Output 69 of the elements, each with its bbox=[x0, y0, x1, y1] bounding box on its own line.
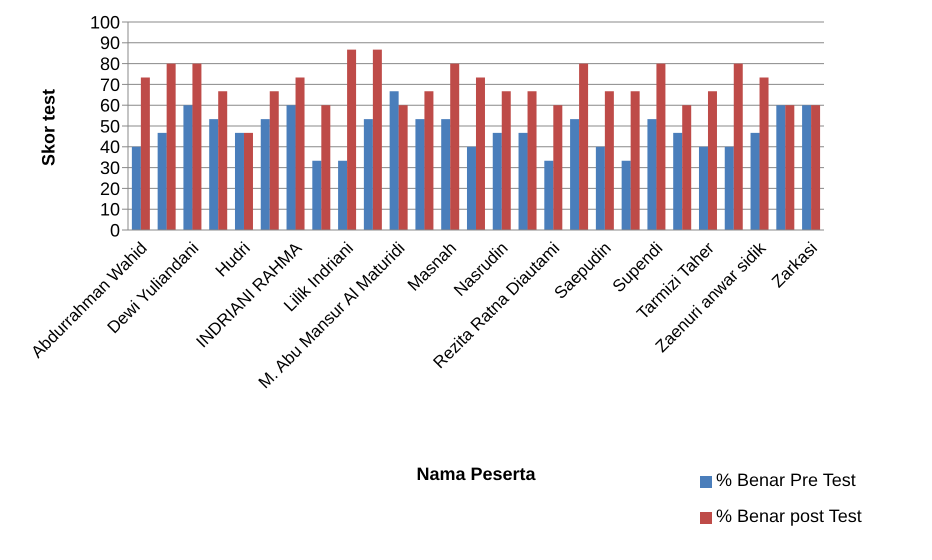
y-tick-label: 60 bbox=[100, 96, 120, 116]
bar bbox=[338, 160, 348, 230]
bar bbox=[183, 105, 192, 230]
bar bbox=[579, 64, 588, 230]
bar bbox=[622, 160, 631, 230]
bar bbox=[192, 64, 202, 230]
y-axis-title: Skor test bbox=[38, 88, 58, 166]
bar bbox=[785, 105, 794, 230]
bar bbox=[708, 91, 717, 230]
bar bbox=[604, 91, 614, 230]
bar bbox=[166, 64, 176, 230]
bar bbox=[132, 146, 141, 230]
bar bbox=[553, 105, 562, 230]
bar bbox=[656, 64, 666, 230]
bar bbox=[698, 146, 708, 230]
y-tick-label: 10 bbox=[100, 200, 120, 220]
bar bbox=[682, 105, 692, 230]
bar bbox=[476, 78, 485, 230]
bar bbox=[286, 105, 296, 230]
bar bbox=[734, 64, 743, 230]
bar bbox=[776, 105, 786, 230]
bar bbox=[390, 91, 399, 230]
bar bbox=[811, 105, 820, 230]
bar bbox=[750, 132, 760, 230]
bar bbox=[415, 119, 424, 230]
y-tick-label: 30 bbox=[100, 158, 120, 178]
bar bbox=[424, 91, 434, 230]
bar bbox=[270, 91, 279, 230]
bar bbox=[296, 78, 305, 230]
bar bbox=[234, 132, 244, 230]
bar bbox=[312, 160, 322, 230]
bar bbox=[209, 119, 218, 230]
y-tick-label: 20 bbox=[100, 178, 120, 199]
bar bbox=[528, 91, 537, 230]
bar bbox=[347, 50, 356, 230]
y-tick-label: 80 bbox=[100, 54, 120, 74]
bar bbox=[218, 91, 228, 230]
bar bbox=[760, 78, 769, 230]
bar bbox=[372, 50, 382, 230]
legend-label: % Benar post Test bbox=[716, 506, 862, 526]
y-tick-label: 90 bbox=[100, 33, 120, 54]
bar bbox=[630, 91, 640, 230]
y-tick-label: 100 bbox=[90, 12, 120, 32]
x-axis-title: Nama Peserta bbox=[416, 464, 537, 484]
bar bbox=[502, 91, 511, 230]
bar bbox=[518, 132, 528, 230]
bar bbox=[724, 146, 734, 230]
bar bbox=[492, 132, 502, 230]
bar bbox=[364, 119, 373, 230]
bar bbox=[450, 64, 460, 230]
legend-label: % Benar Pre Test bbox=[716, 470, 856, 490]
bar bbox=[647, 119, 656, 230]
bar bbox=[260, 119, 270, 230]
bar bbox=[140, 78, 150, 230]
bar bbox=[158, 132, 167, 230]
bar bbox=[441, 119, 450, 230]
y-tick-label: 50 bbox=[100, 116, 120, 136]
bar bbox=[596, 146, 605, 230]
bar bbox=[321, 105, 330, 230]
bar bbox=[673, 132, 682, 230]
y-tick-label: 0 bbox=[110, 220, 120, 240]
bar bbox=[570, 119, 580, 230]
bar bbox=[802, 105, 812, 230]
bar bbox=[398, 105, 408, 230]
y-tick-label: 40 bbox=[100, 137, 120, 158]
y-tick-label: 70 bbox=[100, 74, 120, 95]
bar bbox=[244, 132, 253, 230]
bar bbox=[544, 160, 554, 230]
bar bbox=[466, 146, 476, 230]
